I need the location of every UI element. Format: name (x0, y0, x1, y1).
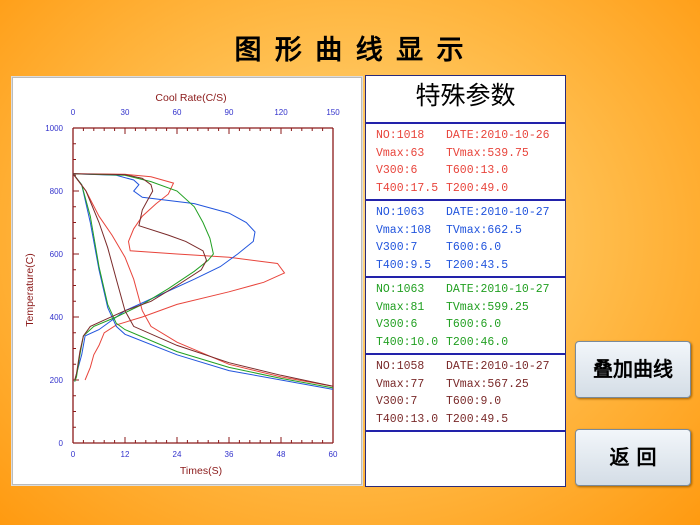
cool-rate-curve (72, 173, 208, 381)
x2-axis-title: Cool Rate(C/S) (155, 92, 226, 104)
y-tick-label: 400 (50, 313, 64, 322)
temperature-time-curve (72, 173, 334, 390)
cool-rate-curve (72, 173, 286, 381)
x2-tick-label: 30 (121, 108, 130, 117)
x2-tick-label: 90 (225, 108, 234, 117)
param-no: NO:1063 (376, 283, 425, 296)
param-t600: T600:9.0 (446, 395, 502, 408)
param-vmax: Vmax:81 (376, 300, 425, 314)
y-tick-label: 1000 (45, 124, 63, 133)
param-v300: V300:6 (376, 164, 418, 177)
temperature-time-curve (72, 173, 334, 387)
x2-tick-label: 60 (173, 108, 182, 117)
param-v300: V300:7 (376, 241, 418, 254)
param-date: DATE:2010-10-26 (446, 129, 550, 142)
y-tick-label: 800 (50, 187, 64, 196)
param-t600: T600:13.0 (446, 164, 509, 177)
param-t600: T600:6.0 (446, 318, 502, 331)
param-t400: T400:13.0 (376, 412, 439, 426)
temperature-time-curve (72, 173, 334, 389)
param-tvmax: TVmax:567.25 (446, 377, 529, 391)
x-tick-label: 12 (121, 450, 130, 459)
param-t400: T400:9.5 (376, 258, 432, 272)
param-date: DATE:2010-10-27 (446, 360, 550, 373)
param-t200: T200:49.0 (446, 181, 509, 195)
param-record: NO:1063 DATE:2010-10-27 Vmax:108 TVmax:662.… (366, 201, 565, 278)
param-no: NO:1058 (376, 360, 425, 373)
y-tick-label: 600 (50, 250, 64, 259)
back-button[interactable]: 返 回 (575, 429, 691, 486)
x-tick-label: 48 (277, 450, 286, 459)
param-vmax: Vmax:108 (376, 223, 432, 237)
param-t200: T200:43.5 (446, 258, 509, 272)
x2-tick-label: 150 (326, 108, 340, 117)
param-vmax: Vmax:77 (376, 377, 425, 391)
param-vmax: Vmax:63 (376, 146, 425, 160)
param-t200: T200:46.0 (446, 335, 509, 349)
y-axis-title: Temperature(C) (24, 253, 36, 327)
y-tick-label: 0 (59, 439, 64, 448)
x-tick-label: 24 (173, 450, 182, 459)
param-tvmax: TVmax:539.75 (446, 146, 529, 160)
x2-tick-label: 120 (274, 108, 288, 117)
param-date: DATE:2010-10-27 (446, 206, 550, 219)
param-date: DATE:2010-10-27 (446, 283, 550, 296)
param-t400: T400:10.0 (376, 335, 439, 349)
param-no: NO:1018 (376, 129, 425, 142)
x2-tick-label: 0 (71, 108, 76, 117)
param-tvmax: TVmax:599.25 (446, 300, 529, 314)
param-no: NO:1063 (376, 206, 425, 219)
page-title: 图 形 曲 线 显 示 (234, 35, 466, 66)
cool-rate-curve (72, 173, 256, 382)
param-t400: T400:17.5 (376, 181, 439, 195)
x-axis-title: Times(S) (180, 465, 222, 477)
param-v300: V300:6 (376, 318, 418, 331)
chart-panel: Cool Rate(C/S) Times(S) Temperature(C) 0… (12, 77, 362, 485)
param-t200: T200:49.5 (446, 412, 509, 426)
param-record: NO:1018 DATE:2010-10-26 Vmax:63 TVmax:539.7… (366, 124, 565, 201)
y-tick-label: 200 (50, 376, 64, 385)
overlay-curves-button[interactable]: 叠加曲线 (575, 341, 691, 398)
x-tick-label: 36 (225, 450, 234, 459)
param-v300: V300:7 (376, 395, 418, 408)
x-tick-label: 0 (71, 450, 76, 459)
param-record: NO:1058 DATE:2010-10-27 Vmax:77 TVmax:567.2… (366, 355, 565, 432)
special-params-panel: 特殊参数 NO:1018 DATE:2010-10-26 Vmax:63 TVmax:… (365, 75, 566, 487)
param-t600: T600:6.0 (446, 241, 502, 254)
param-record: NO:1063 DATE:2010-10-27 Vmax:81 TVmax:599.2… (366, 278, 565, 355)
cooling-curve-chart: Cool Rate(C/S) Times(S) Temperature(C) 0… (24, 92, 340, 477)
param-tvmax: TVmax:662.5 (446, 223, 522, 237)
params-title: 特殊参数 (366, 76, 565, 124)
x-tick-label: 60 (329, 450, 338, 459)
